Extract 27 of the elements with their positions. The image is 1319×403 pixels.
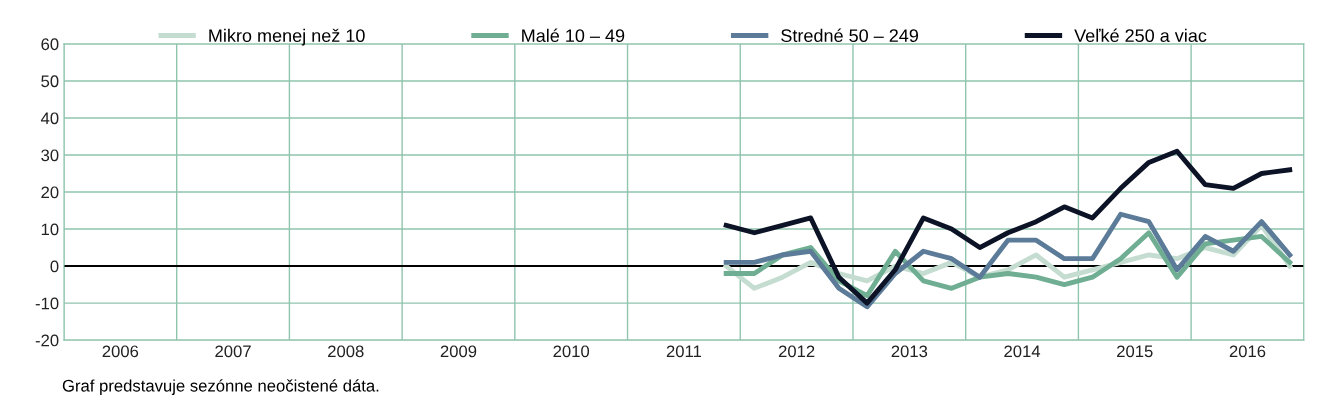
y-tick-label: 30 [41,149,59,162]
x-tick-label: 2008 [328,345,364,358]
x-tick-label: 2016 [1229,345,1266,358]
text: Graf predstavuje sezónne neočistené dáta. [62,379,379,395]
legend-label: Veľké 250 a viac [1074,28,1207,43]
x-tick-label: 2011 [666,345,702,358]
x-tick-label: 2012 [778,345,815,358]
line-series [723,148,1293,306]
x-tick-label: 2013 [891,345,928,358]
x-tick-label: 2007 [215,345,251,358]
y-tick-label: 10 [41,223,59,236]
y-tick-label: -20 [35,334,59,347]
x-tick-label: 2015 [1117,345,1153,358]
y-tick-label: 0 [50,260,59,273]
legend-label: Malé 10 – 49 [522,28,625,43]
y-tick-label: 40 [40,112,59,125]
x-tick-label: 2010 [553,345,590,358]
y-tick-label: 20 [41,186,59,199]
y-tick-label: 60 [41,38,59,51]
x-tick-label: 2009 [440,345,477,358]
x-tick-label: 2006 [102,345,139,358]
legend-label: Stredné 50 – 249 [781,28,919,43]
y-tick-label: 50 [41,75,59,88]
legend-label: Mikro menej než 10 [209,28,365,46]
x-tick-label: 2014 [1004,345,1041,358]
line-series [723,211,1293,310]
y-tick-label: -10 [35,297,59,310]
